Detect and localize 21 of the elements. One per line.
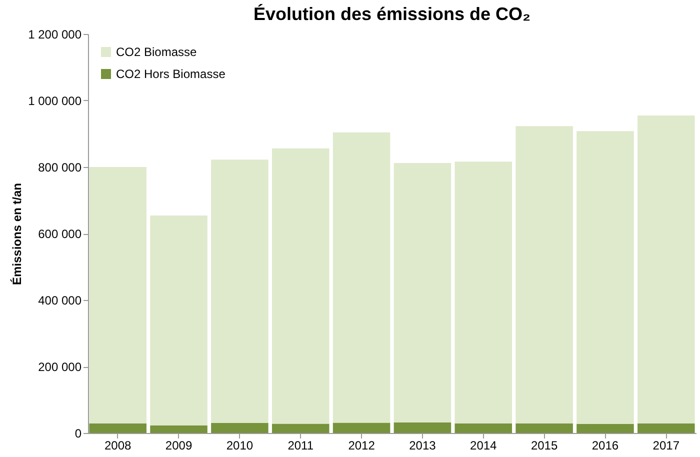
- y-tick-label: 600 000: [38, 227, 82, 241]
- y-tick-label: 0: [74, 426, 82, 440]
- legend-label: CO2 Hors Biomasse: [116, 67, 226, 81]
- y-tick-label: 1 200 000: [28, 28, 82, 42]
- x-tick-label: 2010: [226, 438, 254, 452]
- legend-label: CO2 Biomasse: [116, 45, 198, 59]
- y-axis-title: Émissions en t/an: [10, 182, 24, 286]
- y-tick-label: 400 000: [38, 294, 82, 308]
- x-tick-label: 2011: [288, 438, 314, 452]
- y-tick-label: 1 000 000: [28, 94, 82, 108]
- x-tick-label: 2013: [409, 438, 436, 452]
- y-tick-label: 800 000: [38, 160, 82, 174]
- x-tick-label: 2008: [104, 438, 132, 452]
- x-tick-label: 2015: [530, 438, 558, 452]
- x-tick-label: 2012: [348, 438, 376, 452]
- x-tick-label: 2009: [165, 438, 192, 452]
- chart-title: Évolution des émissions de CO₂: [253, 4, 531, 24]
- y-tick-label: 200 000: [38, 360, 82, 374]
- x-tick-label: 2017: [652, 438, 680, 452]
- x-tick-label: 2016: [592, 438, 619, 452]
- x-tick-label: 2014: [470, 438, 498, 452]
